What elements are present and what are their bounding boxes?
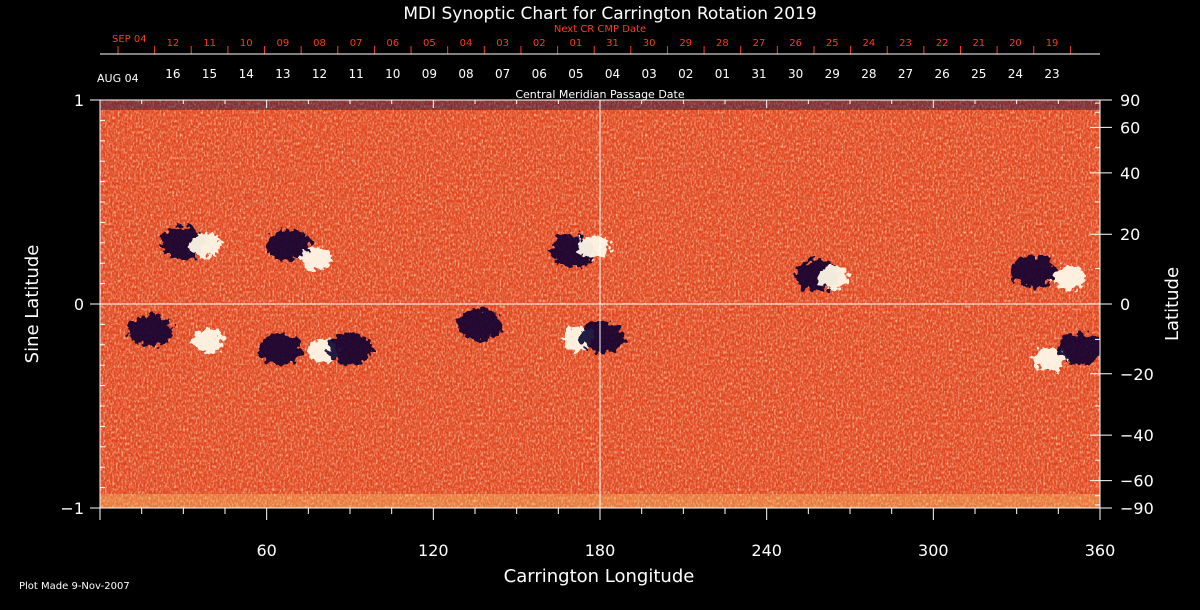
- negative-polarity-region: [1058, 332, 1100, 365]
- next-cr-axis-label: 02: [533, 38, 546, 49]
- x-tick-label: 300: [918, 541, 949, 560]
- y-tick-label-right: 60: [1120, 118, 1140, 137]
- cmp-axis-label: 13: [275, 67, 290, 81]
- cmp-axis-label: 04: [605, 67, 620, 81]
- y-axis-label-right: Latitude: [1162, 267, 1183, 341]
- y-axis-right: 90 60 40 20 0 −20 −40 −60 −90: [1090, 91, 1154, 518]
- next-cr-axis-label: 08: [313, 38, 326, 49]
- cmp-axis-label: 14: [239, 67, 254, 81]
- cmp-axis-label: 26: [935, 67, 950, 81]
- next-cr-axis-label: 12: [167, 38, 180, 49]
- y-axis-label-left: Sine Latitude: [22, 245, 43, 364]
- cmp-axis-label: 25: [971, 67, 986, 81]
- y-tick-label-left: −1: [60, 499, 84, 518]
- next-cr-axis-label: 22: [936, 38, 949, 49]
- x-axis: 60 120 180 240 300 360: [99, 100, 1116, 560]
- x-tick-label: 120: [418, 541, 449, 560]
- cmp-axis-label: 11: [348, 67, 363, 81]
- next-cr-axis-label: 20: [1009, 38, 1022, 49]
- cmp-axis-label: 01: [715, 67, 730, 81]
- x-tick-label: 180: [585, 541, 616, 560]
- cmp-axis-label: 28: [861, 67, 876, 81]
- next-cr-axis-label: 09: [276, 38, 289, 49]
- positive-polarity-region: [1053, 265, 1086, 290]
- next-cr-axis-label: 06: [386, 38, 399, 49]
- x-tick-label: 240: [751, 541, 782, 560]
- active-regions: [128, 226, 1100, 372]
- next-cr-axis-label: 31: [606, 38, 619, 49]
- cmp-axis-label: 31: [751, 67, 766, 81]
- cmp-month: AUG 04: [97, 72, 139, 85]
- next-cr-axis-label: 05: [423, 38, 436, 49]
- positive-polarity-region: [1034, 347, 1066, 372]
- y-tick-label-right: −90: [1120, 499, 1154, 518]
- next-cr-axis-label: 30: [643, 38, 656, 49]
- next-cr-axis-label: 19: [1046, 38, 1059, 49]
- negative-polarity-region: [1011, 255, 1056, 288]
- next-cr-axis-label: 01: [570, 38, 583, 49]
- y-tick-label-left: 0: [74, 295, 84, 314]
- plot-made-footer: Plot Made 9-Nov-2007: [19, 581, 130, 592]
- negative-polarity-region: [266, 228, 311, 261]
- next-cr-axis-label: 21: [972, 38, 985, 49]
- next-cr-axis-label: 03: [496, 38, 509, 49]
- cmp-axis-label: 23: [1044, 67, 1059, 81]
- cmp-axis-label: 06: [532, 67, 547, 81]
- cmp-axis-label: 30: [788, 67, 803, 81]
- positive-polarity-region: [300, 247, 333, 272]
- y-axis-left: 1 0 −1: [60, 91, 108, 518]
- negative-polarity-region: [258, 332, 303, 365]
- next-cr-axis-label: 04: [460, 38, 473, 49]
- positive-polarity-region: [817, 265, 850, 290]
- next-cr-label: Next CR CMP Date: [554, 24, 646, 35]
- next-cr-axis-label: 11: [203, 38, 216, 49]
- next-cr-axis-label: 25: [826, 38, 839, 49]
- x-tick-label: 60: [256, 541, 276, 560]
- cmp-axis-label: 02: [678, 67, 693, 81]
- cmp-axis-label: 15: [202, 67, 217, 81]
- negative-polarity-region: [128, 314, 172, 347]
- next-cr-axis-label: 26: [789, 38, 802, 49]
- positive-polarity-region: [192, 328, 225, 353]
- next-cr-axis: 12 11 10 09 08 07 06 05 04 03 02 01 31 30 29 28 27 26 25 24…: [100, 38, 1100, 55]
- cmp-axis-label: 10: [385, 67, 400, 81]
- next-cr-axis-label: 27: [753, 38, 766, 49]
- y-tick-label-right: 20: [1120, 225, 1140, 244]
- y-tick-label-right: −20: [1120, 365, 1154, 384]
- negative-polarity-region: [328, 332, 372, 365]
- cmp-axis-label: 12: [312, 67, 327, 81]
- next-cr-month: SEP 04: [112, 34, 147, 45]
- y-tick-label-right: 40: [1120, 164, 1140, 183]
- x-axis-label: Carrington Longitude: [504, 566, 695, 587]
- cmp-axis-label: 07: [495, 67, 510, 81]
- cmp-axis-label: 05: [568, 67, 583, 81]
- cmp-axis-label: 03: [641, 67, 656, 81]
- next-cr-axis-label: 10: [240, 38, 253, 49]
- x-tick-label: 360: [1085, 541, 1116, 560]
- cmp-axis-label: 08: [458, 67, 473, 81]
- cmp-axis-label: 09: [422, 67, 437, 81]
- y-tick-label-right: −60: [1120, 472, 1154, 491]
- chart-title: MDI Synoptic Chart for Carrington Rotati…: [403, 4, 816, 24]
- y-tick-label-left: 1: [74, 91, 84, 110]
- top-axis-label: Central Meridian Passage Date: [515, 88, 684, 101]
- negative-polarity-region: [458, 308, 503, 341]
- positive-polarity-region: [578, 234, 611, 259]
- cmp-axis-label: 24: [1008, 67, 1023, 81]
- y-tick-label-right: 90: [1120, 91, 1140, 110]
- cmp-axis-label: 16: [165, 67, 180, 81]
- positive-polarity-region: [189, 232, 222, 257]
- next-cr-axis-label: 23: [899, 38, 912, 49]
- cmp-axis-label: 27: [898, 67, 913, 81]
- y-tick-label-right: 0: [1120, 295, 1130, 314]
- cmp-axis-label: 29: [825, 67, 840, 81]
- y-tick-label-right: −40: [1120, 426, 1154, 445]
- cmp-axis: 16 15 14 13 12 11 10 09 08 07 06 05 04 03 02 01 31 30 29 28…: [100, 53, 1100, 81]
- negative-polarity-region: [580, 320, 625, 353]
- next-cr-axis-label: 29: [679, 38, 692, 49]
- next-cr-axis-label: 28: [716, 38, 729, 49]
- next-cr-axis-label: 07: [350, 38, 363, 49]
- next-cr-axis-label: 24: [863, 38, 876, 49]
